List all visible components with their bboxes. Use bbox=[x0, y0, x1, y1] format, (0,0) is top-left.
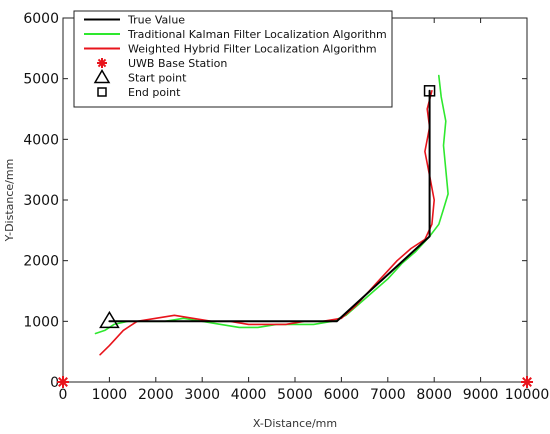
y-tick-label: 2000 bbox=[23, 254, 59, 270]
legend-label: True Value bbox=[127, 14, 185, 27]
legend-label: UWB Base Station bbox=[128, 57, 227, 70]
x-tick-label: 8000 bbox=[416, 387, 452, 403]
x-tick-label: 5000 bbox=[277, 387, 313, 403]
series-line-1 bbox=[94, 74, 449, 335]
legend-label: Weighted Hybrid Filter Localization Algo… bbox=[128, 43, 377, 56]
y-tick-label: 5000 bbox=[23, 72, 59, 88]
start-point-marker bbox=[99, 310, 120, 329]
legend-triangle-swatch bbox=[93, 69, 111, 84]
y-tick-label: 6000 bbox=[23, 11, 59, 27]
legend-label: Traditional Kalman Filter Localization A… bbox=[127, 28, 387, 41]
legend-entry: Start point bbox=[93, 69, 187, 85]
y-tick-label: 3000 bbox=[23, 193, 59, 209]
legend-entry: Traditional Kalman Filter Localization A… bbox=[84, 28, 387, 41]
x-axis-ticks: 0 1000 2000 3000 4000 5000 6000 7000 8000 9000 100… bbox=[59, 18, 550, 403]
y-tick-label: 1000 bbox=[23, 314, 59, 330]
legend-asterisk-swatch bbox=[97, 58, 107, 68]
legend-entry: End point bbox=[97, 86, 181, 99]
end-point-marker bbox=[423, 85, 436, 97]
series-layer bbox=[94, 74, 449, 356]
legend-box bbox=[73, 10, 393, 108]
legend-square-swatch bbox=[97, 87, 107, 97]
base-station-marker bbox=[57, 376, 69, 388]
x-tick-label: 3000 bbox=[184, 387, 220, 403]
x-tick-label: 2000 bbox=[138, 387, 174, 403]
x-tick-label: 7000 bbox=[370, 387, 406, 403]
x-tick-label: 10000 bbox=[505, 387, 550, 403]
y-axis-label: Y-Distance/mm bbox=[3, 159, 16, 243]
series-line-0 bbox=[108, 89, 431, 323]
y-tick-label: 4000 bbox=[23, 132, 59, 148]
x-tick-label: 4000 bbox=[231, 387, 267, 403]
marker-layer bbox=[57, 75, 533, 388]
legend-entry: True Value bbox=[84, 14, 185, 27]
legend-entry: UWB Base Station bbox=[97, 57, 227, 70]
legend-label: End point bbox=[128, 86, 181, 99]
x-tick-label: 6000 bbox=[324, 387, 360, 403]
base-station-marker bbox=[521, 376, 533, 388]
y-axis-ticks: 0 1000 2000 3000 4000 5000 6000 bbox=[23, 11, 527, 391]
series-line-2 bbox=[99, 90, 436, 356]
y-tick-label: 0 bbox=[50, 375, 59, 391]
legend-entry: Weighted Hybrid Filter Localization Algo… bbox=[84, 43, 377, 56]
x-tick-label: 9000 bbox=[463, 387, 499, 403]
x-tick-label: 0 bbox=[59, 387, 68, 403]
x-axis-label: X-Distance/mm bbox=[253, 417, 337, 430]
x-tick-label: 1000 bbox=[92, 387, 128, 403]
legend-label: Start point bbox=[128, 72, 187, 85]
